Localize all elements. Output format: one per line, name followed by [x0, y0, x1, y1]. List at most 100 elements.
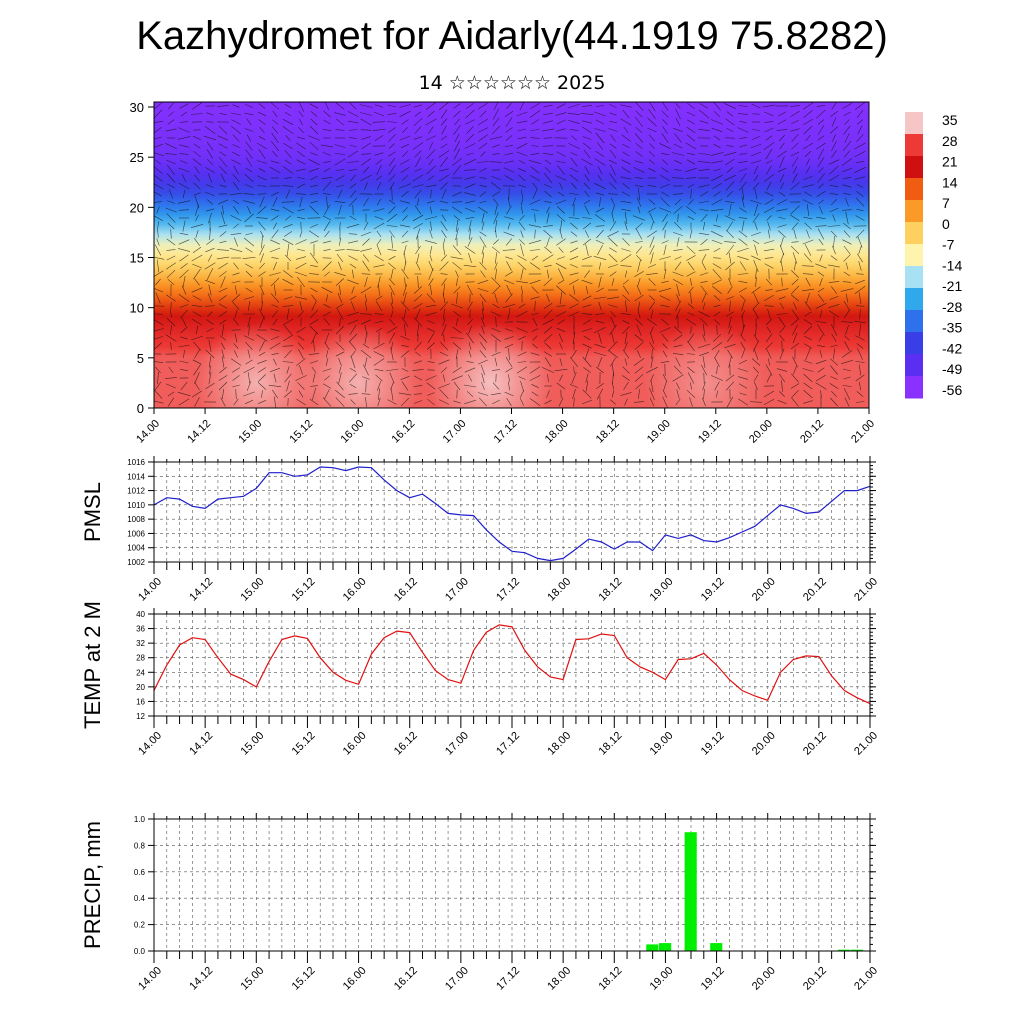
y-axis-label: PRECIP, mm [80, 821, 105, 949]
x-tick-label: 19.12 [699, 730, 727, 758]
precip-bar [684, 832, 697, 951]
y-tick-label: 1.0 [134, 815, 146, 824]
y-tick-label: 32 [136, 639, 145, 648]
precip-panel: 0.0 0.2 0.4 0.6 0.8 1.0 14.00 14.12 15.00 15.12 16… [80, 813, 880, 993]
y-tick-label: 1008 [127, 515, 145, 524]
colorbar-label: 35 [942, 112, 958, 128]
y-tick-label: 1012 [127, 487, 145, 496]
chart-subtitle: 14 ☆☆☆☆☆☆ 2025 [418, 72, 606, 94]
precip-bar [710, 943, 723, 951]
x-tick-label: 18.12 [596, 730, 624, 758]
colorbar-swatch [905, 244, 923, 267]
x-tick-label: 17.00 [443, 730, 471, 758]
x-tick-label: 15.00 [236, 418, 264, 446]
x-tick-label: 16.12 [392, 730, 420, 758]
y-tick-label: 15 [130, 251, 144, 266]
x-tick-label: 17.12 [494, 965, 522, 993]
colorbar-swatch [905, 222, 923, 245]
colorbar-label: -21 [942, 278, 962, 294]
gridlines [154, 818, 870, 952]
y-tick-label: 0.0 [134, 947, 146, 956]
colorbar-swatch [905, 288, 923, 311]
y-tick-label: 20 [136, 683, 145, 692]
y-tick-label: 1014 [127, 472, 145, 481]
x-tick-label: 18.00 [543, 418, 571, 446]
y-tick-label: 1004 [127, 544, 145, 553]
x-tick-label: 14.00 [136, 965, 164, 993]
y-tick-label: 5 [137, 351, 144, 366]
precip-bar [659, 943, 672, 951]
warm-core [429, 322, 554, 408]
warm-core [296, 322, 421, 408]
x-tick-label: 14.00 [136, 730, 164, 758]
x-tick-label: 20.00 [750, 576, 778, 604]
y-tick-label: 28 [136, 654, 145, 663]
x-tick-label: 17.00 [441, 418, 469, 446]
colorbar-label: -56 [942, 382, 962, 398]
gridlines [154, 461, 870, 563]
x-tick-label: 16.00 [341, 965, 369, 993]
colorbar-swatch [905, 332, 923, 355]
wind-arrows [154, 102, 867, 408]
y-tick-label: 16 [136, 697, 145, 706]
x-tick-label: 14.12 [185, 418, 213, 446]
y-tick-label: 1006 [127, 529, 145, 538]
x-tick-label: 19.00 [645, 418, 673, 446]
series-line [153, 624, 871, 705]
y-tick-label: 0.6 [134, 868, 146, 877]
chart-title: Kazhydromet for Aidarly(44.1919 75.8282) [136, 14, 888, 58]
x-tick-label: 18.00 [545, 576, 573, 604]
colorbar-label: -35 [942, 320, 962, 336]
colorbar-swatch [905, 376, 923, 399]
x-tick-label: 19.00 [648, 576, 676, 604]
x-tick-label: 15.12 [287, 418, 315, 446]
colorbar-swatch [905, 156, 923, 179]
y-tick-label: 20 [130, 200, 144, 215]
y-tick-label: 0.2 [134, 921, 146, 930]
colorbar-swatch [905, 178, 923, 201]
colorbar-label: -7 [942, 237, 955, 253]
gridlines [154, 613, 870, 717]
warm-core [194, 322, 319, 408]
series-line [153, 466, 871, 562]
colorbar-label: -49 [942, 361, 962, 377]
x-tick-label: 18.00 [545, 965, 573, 993]
x-tick-label: 16.00 [341, 730, 369, 758]
x-tick-label: 18.12 [596, 965, 624, 993]
y-tick-label: 0.8 [134, 841, 146, 850]
x-tick-label: 17.12 [492, 418, 520, 446]
x-tick-label: 15.00 [238, 730, 266, 758]
colorbar-label: 21 [942, 154, 958, 170]
x-tick-label: 19.12 [699, 965, 727, 993]
y-tick-label: 24 [136, 668, 145, 677]
x-tick-label: 19.12 [696, 418, 724, 446]
x-tick-label: 15.12 [290, 965, 318, 993]
x-tick-label: 17.12 [494, 576, 522, 604]
x-tick-label: 14.00 [134, 418, 162, 446]
x-tick-label: 15.00 [238, 965, 266, 993]
x-tick-label: 20.12 [801, 730, 829, 758]
y-tick-label: 25 [130, 150, 144, 165]
y-tick-label: 10 [130, 301, 144, 316]
x-tick-label: 20.12 [801, 965, 829, 993]
x-tick-label: 14.00 [136, 576, 164, 604]
colorbar-label: 28 [942, 133, 958, 149]
x-tick-label: 18.12 [594, 418, 622, 446]
x-tick-label: 19.00 [648, 730, 676, 758]
warm-core [643, 322, 768, 408]
precip-bar [646, 944, 659, 951]
y-tick-label: 0.4 [134, 894, 146, 903]
x-tick-label: 17.12 [494, 730, 522, 758]
y-tick-label: 30 [130, 100, 144, 115]
y-tick-label: 0 [137, 401, 144, 416]
x-tick-label: 16.12 [392, 965, 420, 993]
x-tick-label: 14.12 [187, 730, 215, 758]
x-tick-label: 14.12 [187, 576, 215, 604]
x-tick-label: 14.12 [187, 965, 215, 993]
x-tick-label: 15.12 [290, 730, 318, 758]
colorbar-label: -28 [942, 299, 962, 315]
x-tick-label: 20.00 [750, 730, 778, 758]
x-tick-label: 16.12 [390, 418, 418, 446]
x-tick-label: 21.00 [849, 418, 877, 446]
y-tick-label: 1010 [127, 501, 145, 510]
